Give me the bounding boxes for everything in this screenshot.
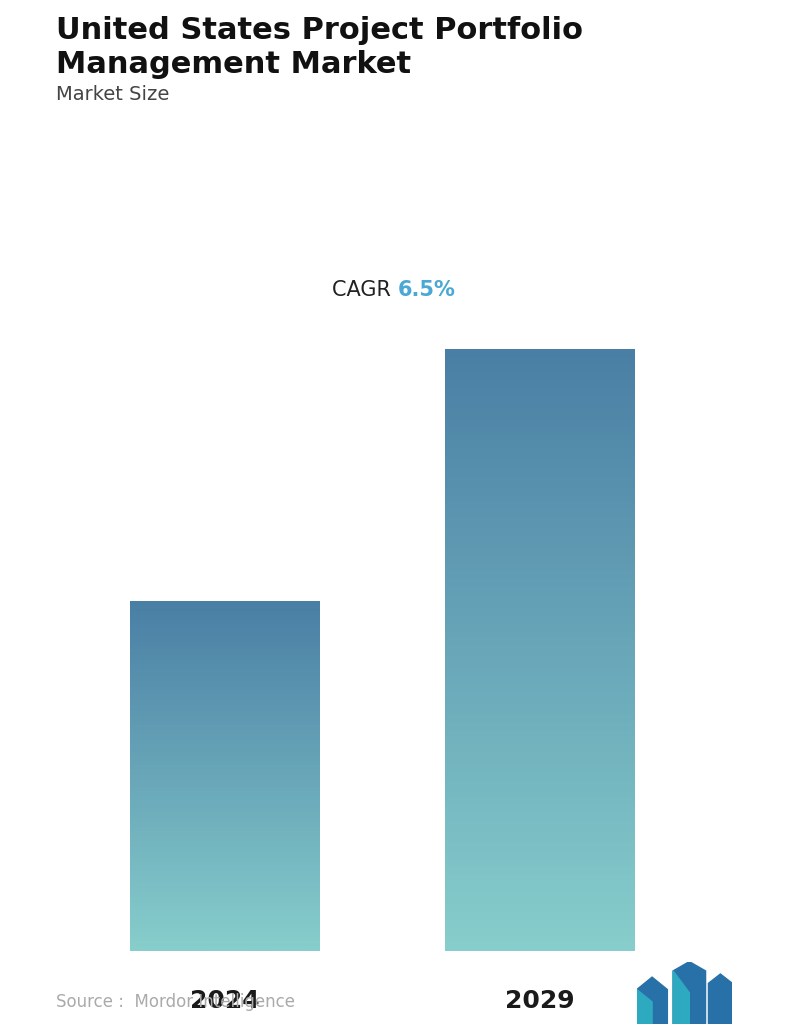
Text: CAGR: CAGR [333,279,398,300]
Polygon shape [673,971,689,1024]
Text: 2029: 2029 [505,989,575,1012]
Text: 2024: 2024 [190,989,259,1012]
Text: Market Size: Market Size [56,85,169,103]
Polygon shape [708,974,732,1024]
Text: Source :  Mordor Intelligence: Source : Mordor Intelligence [56,994,295,1011]
Polygon shape [637,990,652,1024]
Text: 6.5%: 6.5% [398,279,456,300]
Polygon shape [673,962,705,1024]
Polygon shape [637,977,667,1024]
Text: Management Market: Management Market [56,50,411,79]
Text: United States Project Portfolio: United States Project Portfolio [56,16,583,44]
